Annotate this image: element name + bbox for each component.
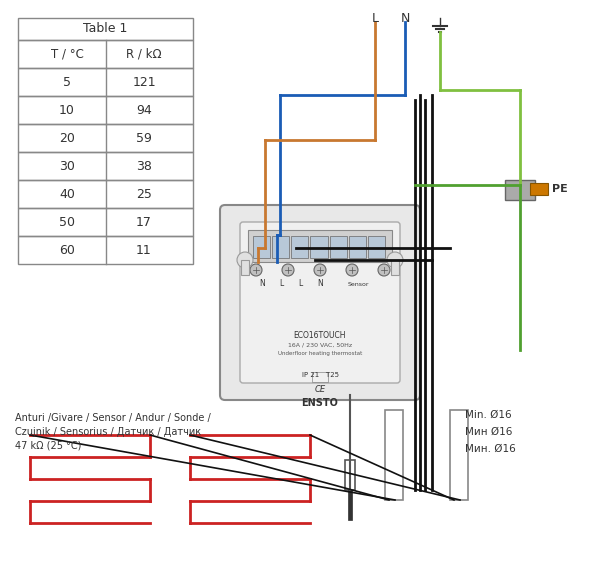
Text: 5: 5	[63, 76, 71, 89]
Text: ENSTO: ENSTO	[302, 398, 338, 408]
Text: Min. Ø16: Min. Ø16	[465, 410, 511, 420]
Bar	[530, 183, 548, 195]
Text: PE: PE	[552, 184, 568, 194]
Bar	[18, 40, 193, 68]
Text: Anturi /Givare / Sensor / Andur / Sonde /: Anturi /Givare / Sensor / Andur / Sonde …	[15, 413, 211, 423]
Circle shape	[387, 252, 403, 268]
Circle shape	[237, 252, 253, 268]
Bar	[18, 236, 193, 264]
Text: 94: 94	[136, 104, 152, 117]
Text: 20: 20	[59, 132, 75, 145]
Bar	[450, 410, 468, 500]
Text: 38: 38	[136, 160, 152, 173]
Bar	[505, 180, 535, 200]
Text: 16A / 230 VAC, 50Hz: 16A / 230 VAC, 50Hz	[288, 342, 352, 347]
Bar	[385, 410, 403, 500]
Bar	[18, 152, 193, 180]
Bar	[18, 124, 193, 152]
Circle shape	[346, 264, 358, 276]
Bar	[310, 236, 327, 258]
Text: 25: 25	[136, 188, 152, 201]
Circle shape	[282, 264, 294, 276]
Bar	[18, 180, 193, 208]
Bar	[349, 236, 366, 258]
Text: CE: CE	[315, 385, 326, 395]
Text: 40: 40	[59, 188, 75, 201]
Text: 17: 17	[136, 216, 152, 229]
Text: N: N	[400, 12, 410, 25]
Text: L: L	[299, 279, 303, 289]
Circle shape	[314, 264, 326, 276]
Text: N: N	[317, 279, 323, 289]
Text: T / °C: T / °C	[51, 47, 84, 61]
Bar	[253, 236, 270, 258]
Text: 11: 11	[136, 244, 152, 257]
Bar	[241, 260, 249, 275]
Text: 47 kΩ (25 °C): 47 kΩ (25 °C)	[15, 441, 81, 451]
Bar	[348, 490, 352, 520]
Bar	[18, 68, 193, 96]
Text: Mин Ø16: Mин Ø16	[465, 427, 513, 437]
Bar	[291, 236, 309, 258]
Bar	[329, 236, 346, 258]
Text: 60: 60	[59, 244, 75, 257]
Text: Мин. Ø16: Мин. Ø16	[465, 444, 516, 454]
Text: L: L	[371, 12, 378, 25]
Bar	[18, 208, 193, 236]
Text: Sensor: Sensor	[348, 282, 369, 286]
Bar	[345, 460, 355, 490]
Bar	[18, 18, 193, 40]
Text: IP 21   T25: IP 21 T25	[301, 372, 338, 378]
Bar	[18, 96, 193, 124]
Text: Table 1: Table 1	[83, 23, 128, 36]
Circle shape	[250, 264, 262, 276]
Text: N: N	[260, 279, 265, 289]
Text: 10: 10	[59, 104, 75, 117]
Bar	[272, 236, 289, 258]
Bar	[368, 236, 385, 258]
Bar	[391, 260, 399, 275]
FancyBboxPatch shape	[220, 205, 420, 400]
Text: R / kΩ: R / kΩ	[126, 47, 162, 61]
FancyBboxPatch shape	[240, 222, 400, 383]
Text: 121: 121	[132, 76, 156, 89]
Text: Underfloor heating thermostat: Underfloor heating thermostat	[278, 352, 362, 356]
Text: 50: 50	[59, 216, 75, 229]
Circle shape	[378, 264, 390, 276]
Text: L: L	[280, 279, 284, 289]
Bar	[312, 372, 328, 382]
Text: Czujnik / Sensorius / Датчик / Датчик: Czujnik / Sensorius / Датчик / Датчик	[15, 427, 201, 437]
Text: 30: 30	[59, 160, 75, 173]
Text: 59: 59	[136, 132, 152, 145]
Text: ECO16TOUCH: ECO16TOUCH	[294, 331, 346, 339]
Bar	[248, 230, 392, 262]
